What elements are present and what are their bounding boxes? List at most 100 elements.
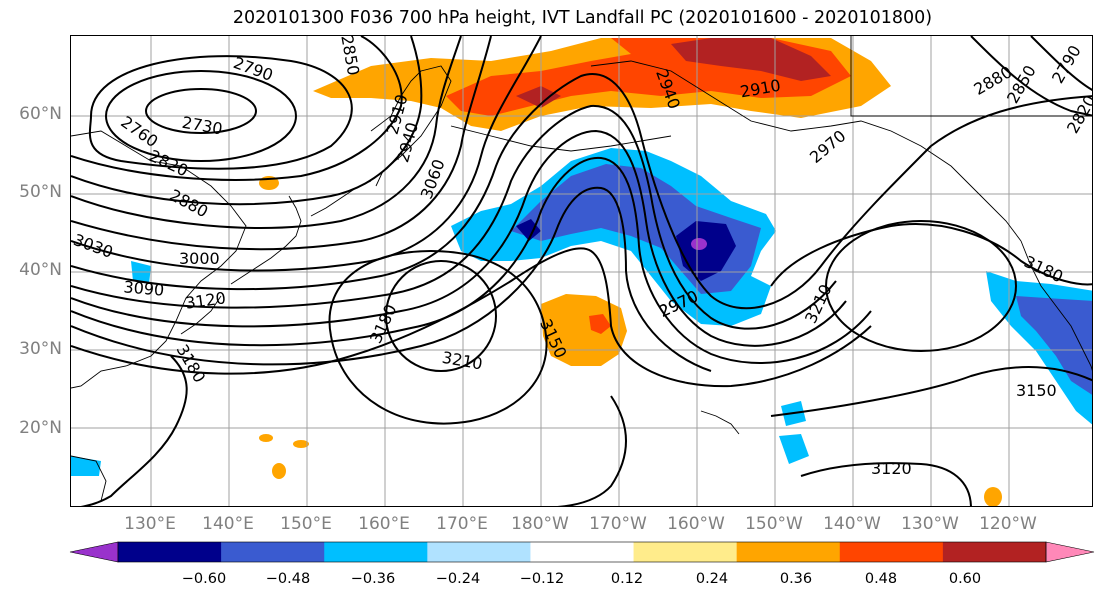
colorbar-extend-low xyxy=(69,541,119,563)
coast-canada-border xyxy=(850,36,1092,117)
coast-kamchatka xyxy=(370,65,452,187)
lon-label-150w: 150°W xyxy=(745,514,803,534)
contour-nw-corner xyxy=(970,36,1092,117)
contour-3000 xyxy=(71,104,837,330)
colorbar-tick-label: 0.48 xyxy=(864,571,898,587)
colorbar-segment xyxy=(530,542,635,562)
contour-3210-east xyxy=(825,220,1017,352)
contour-3090 xyxy=(71,186,712,372)
coast-asia xyxy=(71,130,247,389)
map-panel: 2790 2730 2760 2820 2880 3030 3000 3090 … xyxy=(70,35,1093,507)
lon-label-160e: 160°E xyxy=(358,514,410,534)
lat-label-20n: 20°N xyxy=(19,418,62,438)
colorbar-tick-label: −0.60 xyxy=(181,571,227,587)
contour-label: 2850 xyxy=(337,36,363,77)
colorbar-extend-high xyxy=(1045,541,1095,563)
colorbar-segment xyxy=(633,542,738,562)
colorbar-tick-label: 0.24 xyxy=(695,571,729,587)
ivt-negative-west-core xyxy=(516,219,541,241)
contour-2880 xyxy=(71,36,462,229)
contour-label: 3180 xyxy=(1021,252,1066,286)
contour-3150 xyxy=(770,365,1092,417)
contour-label: 3030 xyxy=(71,230,116,262)
colorbar-segment xyxy=(324,542,428,562)
ivt-positive-alaska-west xyxy=(516,86,561,108)
lon-label-150e: 150°E xyxy=(280,514,332,534)
colorbar-segment xyxy=(839,542,944,562)
colorbar-tick-label: −0.36 xyxy=(350,571,396,587)
coast-japan-south xyxy=(180,295,222,335)
lat-label-40n: 40°N xyxy=(19,260,62,280)
ivt-positive-spot-5 xyxy=(984,487,1002,506)
colorbar-frame xyxy=(117,541,1047,563)
coast-philippines xyxy=(71,455,107,502)
contour-2760 xyxy=(105,70,297,162)
ivt-positive-spot-4 xyxy=(259,434,273,442)
contour-3150-south xyxy=(557,395,627,506)
colorbar-tick-label: 0.12 xyxy=(610,571,644,587)
lat-label-50n: 50°N xyxy=(19,182,62,202)
colorbar-segment xyxy=(221,542,325,562)
lon-label-130e: 130°E xyxy=(124,514,176,534)
contour-2820 xyxy=(71,36,403,181)
contour-label: 2970 xyxy=(806,126,849,167)
colorbar-segment xyxy=(736,542,841,562)
contour-3120 xyxy=(71,247,872,388)
ivt-negative-westcoast-core xyxy=(1016,296,1092,395)
coast-northamerica xyxy=(1020,240,1092,371)
contour-label: 3120 xyxy=(184,288,227,312)
ivt-negative-band-core xyxy=(676,221,736,281)
ivt-positive-central-core xyxy=(589,314,611,334)
contour-label: 2880 xyxy=(166,185,211,221)
lon-label-170w: 170°W xyxy=(589,514,647,534)
contour-2910 xyxy=(71,36,492,251)
colorbar-tick-label: −0.24 xyxy=(435,571,481,587)
lat-label-30n: 30°N xyxy=(19,339,62,359)
contour-label: 2730 xyxy=(181,113,224,139)
contour-3210-outer xyxy=(328,249,548,425)
coastlines xyxy=(71,36,1092,502)
ivt-positive-central xyxy=(541,294,627,366)
lon-label-120w: 120°W xyxy=(979,514,1037,534)
colorbar xyxy=(69,541,1095,563)
colorbar-tick-label: 0.60 xyxy=(948,571,982,587)
coast-aleutian xyxy=(450,125,672,152)
contour-3180-east xyxy=(770,223,1092,287)
lon-label-170e: 170°E xyxy=(436,514,488,534)
lat-label-60n: 60°N xyxy=(19,104,62,124)
lon-label-180w: 180°W xyxy=(511,514,569,534)
coast-japan xyxy=(230,195,302,285)
coast-hawaii xyxy=(700,410,740,435)
colorbar-segments xyxy=(69,541,1095,563)
contour-ne-corner xyxy=(1030,36,1092,91)
contour-label: 3060 xyxy=(417,157,449,202)
contour-label: 3000 xyxy=(179,249,220,268)
ivt-shading xyxy=(71,38,1092,506)
lon-label-140e: 140°E xyxy=(202,514,254,534)
contour-3120-south xyxy=(800,462,972,506)
contour-label: 3120 xyxy=(871,459,912,478)
contour-2940 xyxy=(71,36,542,272)
ivt-positive-spot-3 xyxy=(293,440,309,448)
contour-label: 3150 xyxy=(1016,381,1057,400)
contour-2970 xyxy=(71,73,1092,310)
map-canvas: 2790 2730 2760 2820 2880 3030 3000 3090 … xyxy=(71,36,1092,506)
height-contours xyxy=(71,36,1092,506)
ivt-positive-alaska-peak xyxy=(671,38,831,81)
contour-2730 xyxy=(145,88,257,134)
lon-label-160w: 160°W xyxy=(667,514,725,534)
contour-3030 xyxy=(71,129,847,347)
map-title: 2020101300 F036 700 hPa height, IVT Land… xyxy=(232,8,933,28)
contour-3180-west xyxy=(80,355,188,506)
ivt-negative-peak xyxy=(691,238,707,250)
ivt-positive-spot-2 xyxy=(272,463,286,479)
ivt-negative-spot-2 xyxy=(779,434,809,464)
contour-2850 xyxy=(71,36,423,206)
contour-3210-central xyxy=(385,260,497,372)
contour-2790 xyxy=(88,55,353,170)
colorbar-segment xyxy=(942,542,1047,562)
lon-label-130w: 130°W xyxy=(901,514,959,534)
colorbar-segment xyxy=(427,542,531,562)
graticule xyxy=(71,36,1092,506)
colorbar-segment xyxy=(118,542,222,562)
